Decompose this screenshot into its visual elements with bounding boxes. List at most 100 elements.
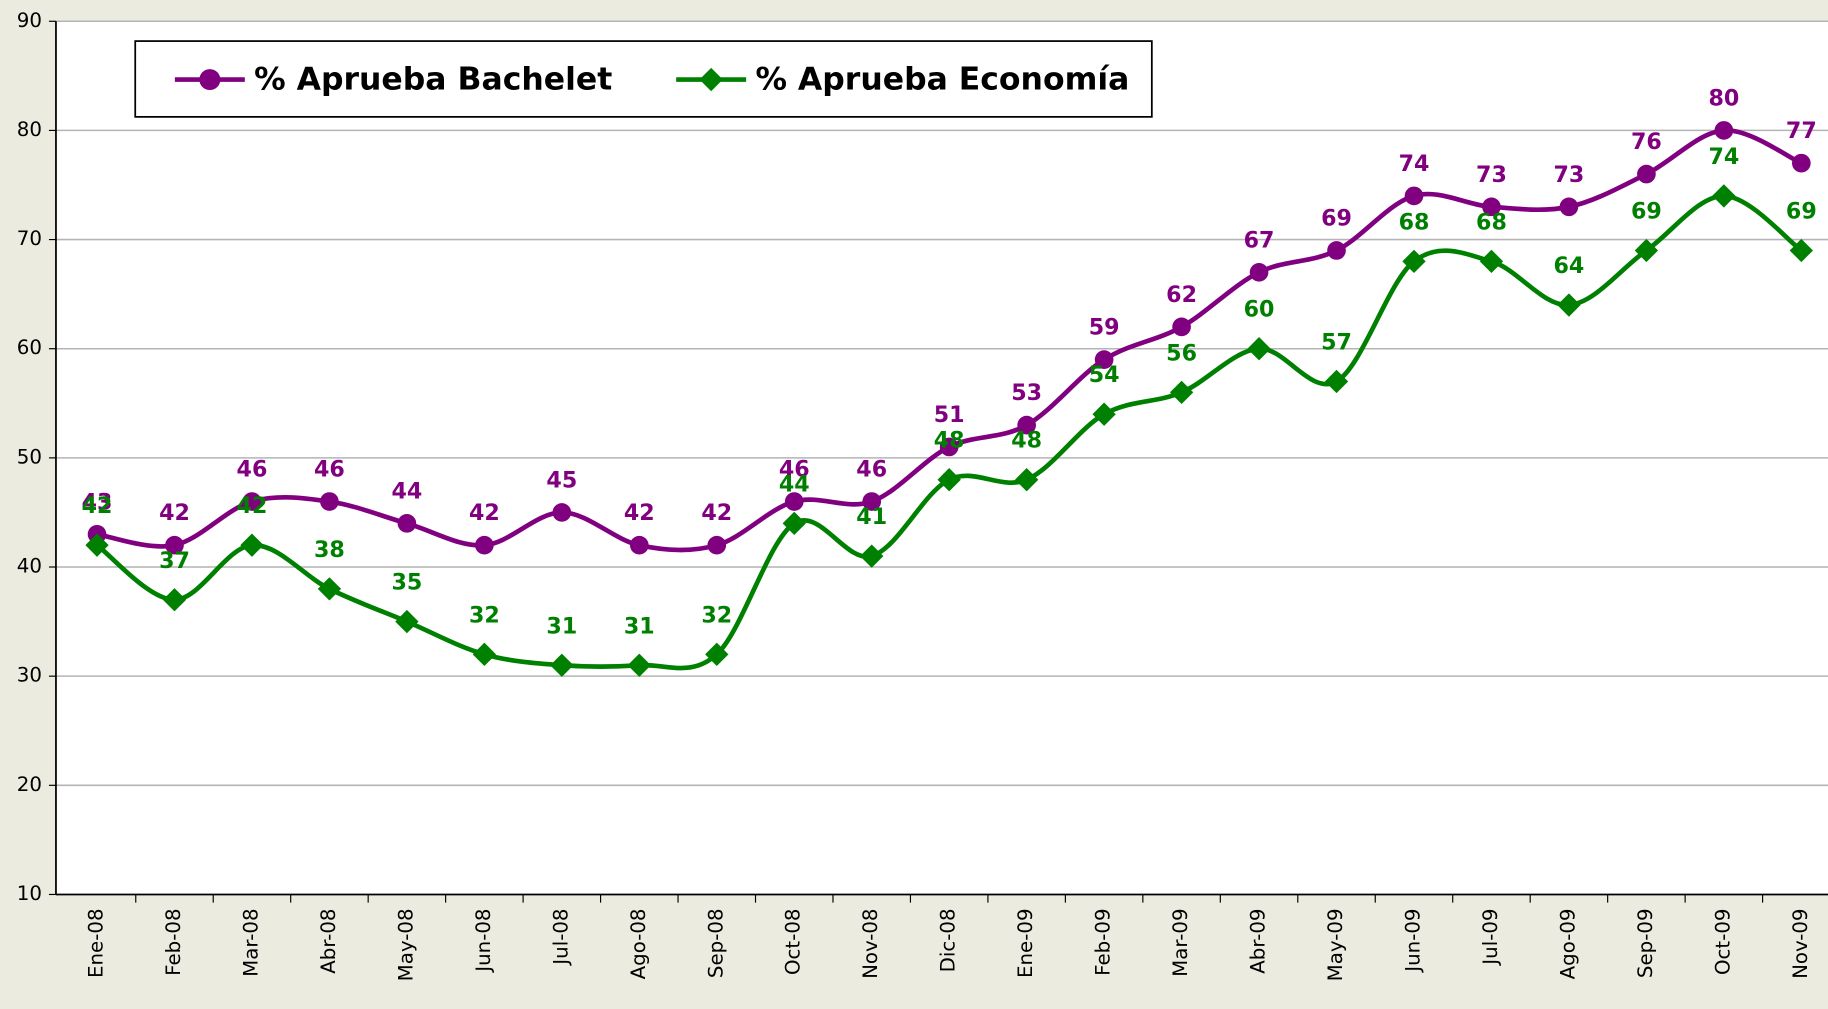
data-label: 46 (856, 457, 887, 483)
data-label: 38 (314, 537, 345, 563)
data-label: 46 (314, 457, 345, 483)
point (1559, 197, 1579, 217)
data-label: 32 (701, 602, 732, 628)
data-label: 45 (546, 467, 577, 493)
data-label: 77 (1786, 118, 1817, 144)
data-label: 44 (779, 471, 810, 497)
point (395, 609, 419, 634)
point (1792, 153, 1811, 173)
y-tick-label: 40 (17, 555, 42, 578)
x-tick-label: Mar-09 (1169, 908, 1192, 976)
data-label: 68 (1476, 209, 1507, 235)
point (550, 653, 574, 677)
point (1327, 241, 1346, 260)
data-label: 57 (1321, 329, 1352, 355)
x-tick-label: Sep-09 (1634, 908, 1657, 978)
data-label: 68 (1399, 209, 1430, 235)
legend-marker (199, 69, 221, 91)
x-tick-label: Nov-09 (1789, 908, 1812, 978)
x-tick-label: Jul-08 (549, 908, 572, 966)
y-tick-label: 60 (17, 336, 42, 359)
y-tick-label: 20 (17, 773, 42, 796)
x-tick-label: Ago-09 (1556, 908, 1579, 979)
legend-label: % Aprueba Bachelet (254, 62, 612, 98)
data-label: 31 (624, 613, 655, 639)
x-tick-label: Oct-08 (782, 908, 805, 975)
x-tick-label: Ene-08 (85, 908, 108, 978)
y-tick-label: 70 (17, 227, 42, 250)
point (320, 492, 339, 511)
x-tick-label: May-08 (394, 908, 417, 981)
legend-marker (699, 67, 723, 92)
x-tick-label: Jun-08 (472, 908, 495, 973)
point (1249, 262, 1269, 282)
data-label: 73 (1554, 162, 1585, 188)
data-label: 80 (1708, 85, 1739, 111)
y-tick-label: 30 (17, 664, 42, 687)
point (862, 492, 882, 511)
point (705, 642, 729, 666)
data-label: 42 (237, 493, 268, 519)
point (784, 492, 804, 511)
data-label: 56 (1166, 340, 1197, 366)
point (1247, 337, 1271, 361)
x-tick-label: Dic-08 (937, 908, 960, 972)
x-tick-label: Sep-08 (704, 908, 727, 978)
x-tick-label: Feb-08 (162, 908, 185, 975)
legend-label: % Aprueba Economía (755, 62, 1129, 98)
x-tick-label: Ene-09 (1014, 908, 1037, 978)
point (397, 514, 417, 533)
y-tick-label: 80 (17, 118, 42, 141)
data-label: 42 (82, 493, 113, 519)
data-label: 67 (1244, 227, 1275, 253)
legend (134, 40, 1153, 118)
point (1637, 164, 1656, 184)
point (1092, 402, 1116, 426)
point (939, 437, 959, 457)
point (472, 642, 497, 666)
point (1714, 121, 1734, 140)
x-tick-label: Ago-08 (627, 908, 650, 979)
data-label: 46 (779, 457, 810, 483)
point (1557, 293, 1581, 317)
point (1172, 317, 1191, 337)
point (1712, 184, 1736, 208)
data-label: 32 (469, 602, 500, 628)
point (1634, 238, 1659, 263)
y-tick-label: 90 (17, 9, 42, 32)
point (1482, 197, 1501, 217)
x-tick-label: Nov-08 (859, 908, 882, 978)
data-label: 73 (1476, 162, 1507, 188)
data-label: 35 (391, 570, 422, 596)
point (240, 533, 264, 557)
data-label: 69 (1321, 206, 1352, 232)
data-label: 74 (1399, 151, 1430, 177)
point (1789, 238, 1813, 263)
point (1402, 249, 1426, 274)
data-label: 51 (934, 402, 965, 428)
point (1094, 350, 1114, 369)
data-label: 54 (1089, 362, 1120, 388)
x-tick-label: Abr-08 (317, 908, 340, 973)
point (85, 533, 109, 557)
point (475, 535, 494, 555)
data-label: 62 (1166, 282, 1197, 308)
data-label: 59 (1089, 315, 1120, 341)
data-label: 48 (1011, 428, 1042, 454)
point (1404, 186, 1424, 206)
data-label: 48 (934, 428, 965, 454)
data-label: 44 (391, 478, 422, 504)
data-label: 69 (1786, 199, 1817, 225)
point (629, 535, 649, 555)
point (242, 492, 262, 511)
x-tick-label: Mar-08 (239, 908, 262, 976)
data-label: 46 (237, 457, 268, 483)
x-tick-label: May-09 (1324, 908, 1347, 981)
data-label: 76 (1631, 129, 1662, 155)
data-label: 42 (624, 500, 655, 526)
x-tick-label: Jul-09 (1479, 908, 1502, 966)
data-label: 42 (701, 500, 732, 526)
point (162, 588, 187, 612)
point (707, 535, 727, 555)
